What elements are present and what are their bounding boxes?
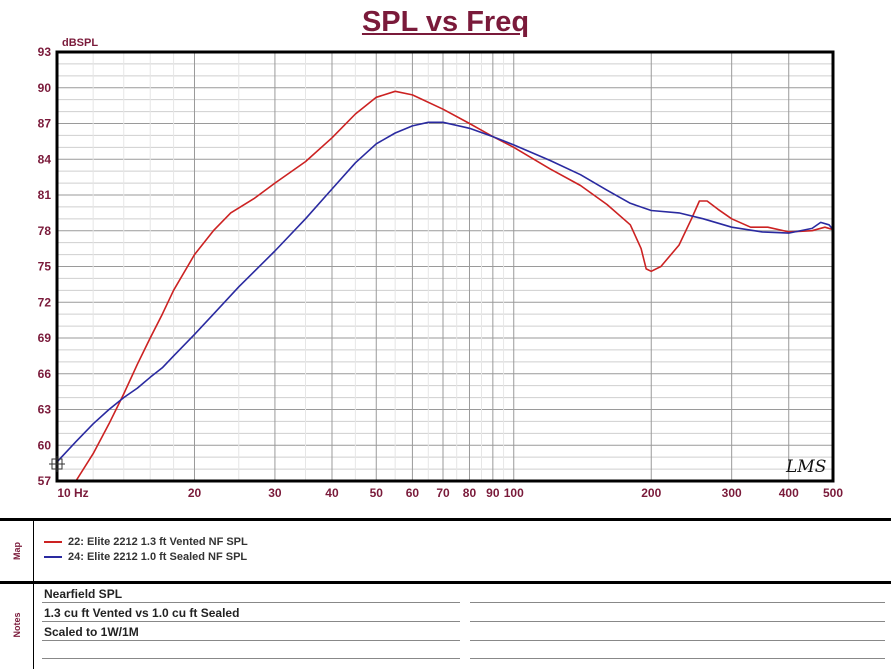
x-tick-label: 100 <box>504 486 524 500</box>
note-rule <box>470 602 885 603</box>
notes-side-label: Notes <box>11 612 22 638</box>
legend-swatch-vented <box>44 541 62 543</box>
notes-panel: Notes Nearfield SPL 1.3 cu ft Vented vs … <box>0 581 891 669</box>
x-tick-label: 50 <box>370 486 384 500</box>
x-tick-label: 30 <box>268 486 282 500</box>
legend-entry-vented: 22: Elite 2212 1.3 ft Vented NF SPL <box>44 536 248 548</box>
y-tick-label: 78 <box>38 224 52 238</box>
legend-entry-sealed: 24: Elite 2212 1.0 ft Sealed NF SPL <box>44 551 247 563</box>
spl-chart: 57 60 63 66 69 72 75 78 81 84 87 90 93 10 Hz 20 30 40 50… <box>38 37 844 500</box>
legend-label-vented: 22: Elite 2212 1.3 ft Vented NF SPL <box>68 536 248 548</box>
plot-frame <box>55 50 835 483</box>
note-line-2: 1.3 cu ft Vented vs 1.0 cu ft Sealed <box>44 606 240 620</box>
x-tick-label: 80 <box>463 486 477 500</box>
y-tick-label: 66 <box>38 367 52 381</box>
legend-swatch-sealed <box>44 556 62 558</box>
y-tick-label: 63 <box>38 403 52 417</box>
grid <box>57 51 833 482</box>
note-rule <box>470 621 885 622</box>
lms-watermark: LMS <box>785 457 826 477</box>
y-tick-label: 90 <box>38 81 52 95</box>
y-tick-label: 69 <box>38 331 52 345</box>
x-tick-label: 400 <box>779 486 799 500</box>
x-tick-label: 300 <box>722 486 742 500</box>
x-tick-label: 500 <box>823 486 843 500</box>
y-tick-label: 93 <box>38 45 52 59</box>
map-side-tab: Map <box>0 521 34 581</box>
note-rule <box>470 658 885 659</box>
series-line-sealed <box>57 121 833 463</box>
x-tick-label: 60 <box>406 486 420 500</box>
series-lines <box>57 90 833 481</box>
note-rule <box>42 658 460 659</box>
y-tick-label: 60 <box>38 438 52 452</box>
x-tick-label: 200 <box>641 486 661 500</box>
series-line-vented <box>75 90 833 481</box>
note-line-1: Nearfield SPL <box>44 587 123 601</box>
x-tick-label: 70 <box>436 486 450 500</box>
note-rule <box>42 602 460 603</box>
y-tick-label: 87 <box>38 117 52 131</box>
y-tick-label: 81 <box>38 188 52 202</box>
legend-label-sealed: 24: Elite 2212 1.0 ft Sealed NF SPL <box>68 551 248 563</box>
notes-side-tab: Notes <box>0 581 34 669</box>
map-side-label: Map <box>11 542 22 560</box>
y-axis-ticks: 57 60 63 66 69 72 75 78 81 84 87 90 93 <box>38 45 52 488</box>
map-panel: Map 22: Elite 2212 1.3 ft Vented NF SPL … <box>0 518 891 584</box>
x-tick-label: 40 <box>325 486 339 500</box>
x-axis-ticks: 10 Hz 20 30 40 50 60 70 80 90 100 200 300 400 500 <box>57 486 843 500</box>
x-tick-label: 90 <box>486 486 500 500</box>
x-tick-label: 20 <box>188 486 202 500</box>
y-tick-label: 75 <box>38 260 52 274</box>
y-axis-label: dBSPL <box>62 37 98 49</box>
note-rule <box>42 621 460 622</box>
y-tick-label: 57 <box>38 474 52 488</box>
chart-title: SPL vs Freq <box>361 6 530 38</box>
y-tick-label: 72 <box>38 295 52 309</box>
x-tick-label: 10 Hz <box>57 486 88 500</box>
cursor-marker-icon <box>49 456 65 472</box>
note-line-3: Scaled to 1W/1M <box>44 625 139 639</box>
note-rule <box>42 640 460 641</box>
note-rule <box>470 640 885 641</box>
y-tick-label: 84 <box>38 152 52 166</box>
